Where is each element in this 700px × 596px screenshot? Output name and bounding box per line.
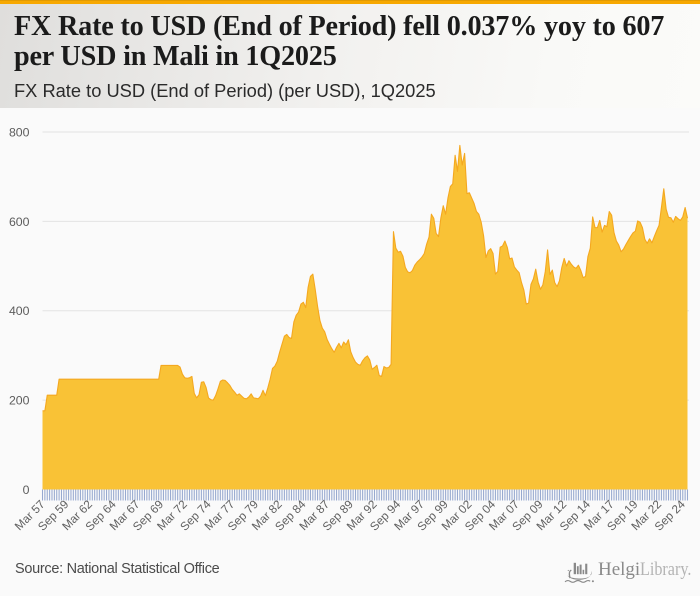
svg-text:600: 600 [9, 215, 30, 229]
svg-text:200: 200 [9, 394, 30, 408]
svg-text:400: 400 [9, 304, 30, 318]
svg-text:0: 0 [23, 483, 30, 497]
svg-text:800: 800 [9, 125, 30, 139]
